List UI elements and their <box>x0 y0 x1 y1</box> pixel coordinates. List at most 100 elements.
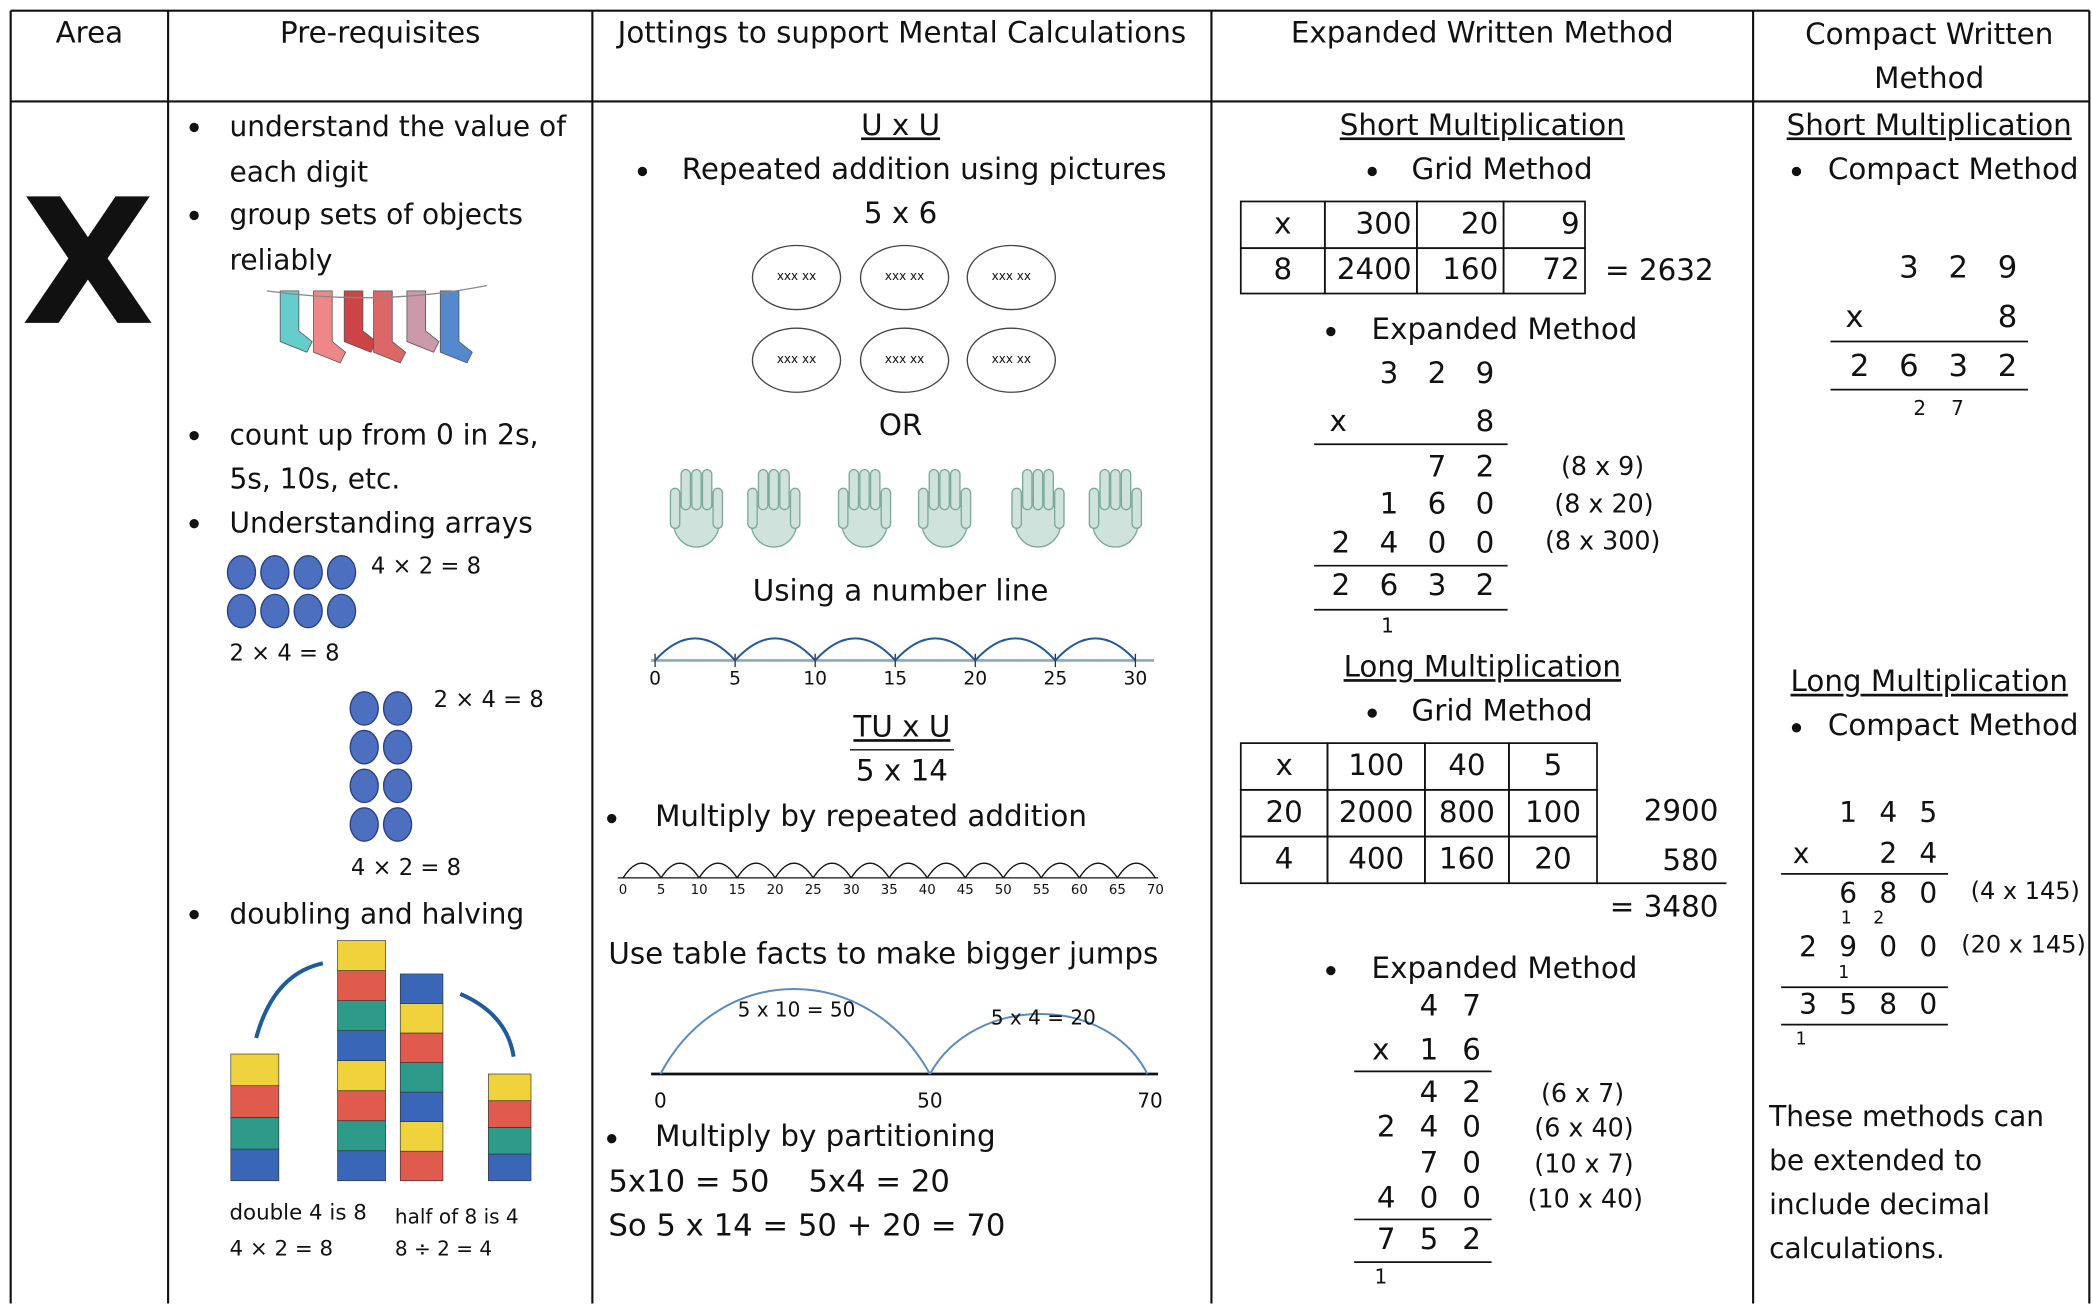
array-dot <box>294 594 322 627</box>
array-dot <box>384 769 412 802</box>
heading: U x U <box>861 109 940 144</box>
number-line-label: 15 <box>883 668 907 691</box>
bullet-text: group sets of objects reliably <box>229 192 587 283</box>
circle-label: xxx xx <box>991 268 1031 287</box>
sock-image <box>314 291 346 363</box>
grid-text: 100 <box>1525 796 1581 831</box>
number-line-label: 30 <box>843 883 860 899</box>
number-line-label: 20 <box>767 883 784 899</box>
bullet <box>1791 722 1800 731</box>
note: (6 x 40) <box>1534 1113 1633 1144</box>
column-header: Area <box>56 17 124 52</box>
jump-arc <box>1003 863 1041 878</box>
text: OR <box>879 410 923 445</box>
grid-text: 4 <box>1275 843 1294 878</box>
grid-text: 400 <box>1348 843 1404 878</box>
block <box>231 1117 279 1149</box>
note: (6 x 7) <box>1541 1079 1624 1110</box>
heading: Long Multiplication <box>1791 666 2068 701</box>
number-line-label: 5 <box>729 668 741 691</box>
hand-image <box>940 470 949 510</box>
hand-image <box>713 488 722 528</box>
hand-image <box>1121 470 1130 510</box>
hand-image <box>769 470 778 510</box>
circle-label: xxx xx <box>885 351 925 370</box>
bullet <box>1367 166 1376 175</box>
jump-arc <box>1079 863 1117 878</box>
bullet <box>189 909 198 918</box>
grid-text: 160 <box>1439 843 1495 878</box>
number-line-label: 50 <box>995 883 1012 899</box>
hand-image <box>929 470 938 510</box>
hand-image <box>758 470 767 510</box>
hand-image <box>1132 488 1141 528</box>
bullet <box>637 166 646 175</box>
grid-text: 20 <box>1265 796 1302 831</box>
grid-text: 2400 <box>1337 253 1412 288</box>
block <box>231 1054 279 1086</box>
grid-text: 800 <box>1439 796 1495 831</box>
array-dot <box>261 556 289 589</box>
sock-image <box>280 291 312 352</box>
array-label: 4 × 2 = 8 <box>371 554 481 581</box>
sign: x <box>1329 406 1346 441</box>
block <box>400 1151 443 1181</box>
block <box>338 971 386 1001</box>
jump-arc <box>895 638 975 660</box>
grid-text: 2000 <box>1339 796 1414 831</box>
grid-text: 40 <box>1448 749 1485 784</box>
block <box>231 1086 279 1118</box>
hand-image <box>748 488 757 528</box>
number-line-label: 70 <box>1137 1089 1162 1113</box>
grid-text: 5 <box>1544 749 1563 784</box>
bullet <box>1326 326 1335 335</box>
jump-arc <box>965 863 1003 878</box>
text: = 2632 <box>1605 255 1714 290</box>
bullet <box>1791 166 1800 175</box>
block <box>338 1091 386 1121</box>
carry: 1 <box>1838 963 1849 984</box>
block <box>488 1101 531 1128</box>
number-line-label: 60 <box>1071 883 1088 899</box>
hand-image <box>1012 488 1021 528</box>
arrow <box>460 994 513 1057</box>
heading: Short Multiplication <box>1340 109 1625 144</box>
sign: x <box>1372 1034 1389 1069</box>
circle-label: xxx xx <box>776 351 816 370</box>
carry: 1 <box>1796 1030 1807 1051</box>
bullet-text: Compact Method <box>1828 710 2079 745</box>
arrow <box>256 963 323 1038</box>
bullet <box>189 518 198 527</box>
grid-text: 20 <box>1534 843 1571 878</box>
grid-text: x <box>1275 749 1292 784</box>
digit-row: 7 2 <box>1428 451 1495 486</box>
digit-row: 8 <box>1476 406 1495 441</box>
number-line-label: 0 <box>649 668 661 691</box>
digit-row: 7 5 2 <box>1377 1223 1481 1258</box>
number-line-label: 70 <box>1147 883 1164 899</box>
jump-arc <box>1055 638 1135 660</box>
bullet-text: Grid Method <box>1412 153 1593 188</box>
array-dot <box>227 594 255 627</box>
sock-image <box>374 291 406 363</box>
array-dot <box>328 594 356 627</box>
number-line-label: 45 <box>957 883 974 899</box>
hand-image <box>1111 470 1120 510</box>
array-dot <box>294 556 322 589</box>
heading: Short Multiplication <box>1787 109 2072 144</box>
bullet-text: Expanded Method <box>1372 953 1638 988</box>
bullet-text: count up from 0 in 2s, 5s, 10s, etc. <box>229 413 587 501</box>
block <box>338 1151 386 1181</box>
bullet-text: Repeated addition using pictures <box>682 153 1167 188</box>
hand-image <box>961 488 970 528</box>
note: (10 x 40) <box>1528 1184 1643 1215</box>
text: 2900 <box>1644 795 1719 830</box>
bullet <box>606 813 615 822</box>
block <box>338 1001 386 1031</box>
hand-image <box>849 470 858 510</box>
sign: x <box>1793 837 1810 870</box>
bullet-text: Expanded Method <box>1372 314 1638 349</box>
block <box>400 1092 443 1122</box>
hand-image <box>919 488 928 528</box>
array-dot <box>261 594 289 627</box>
